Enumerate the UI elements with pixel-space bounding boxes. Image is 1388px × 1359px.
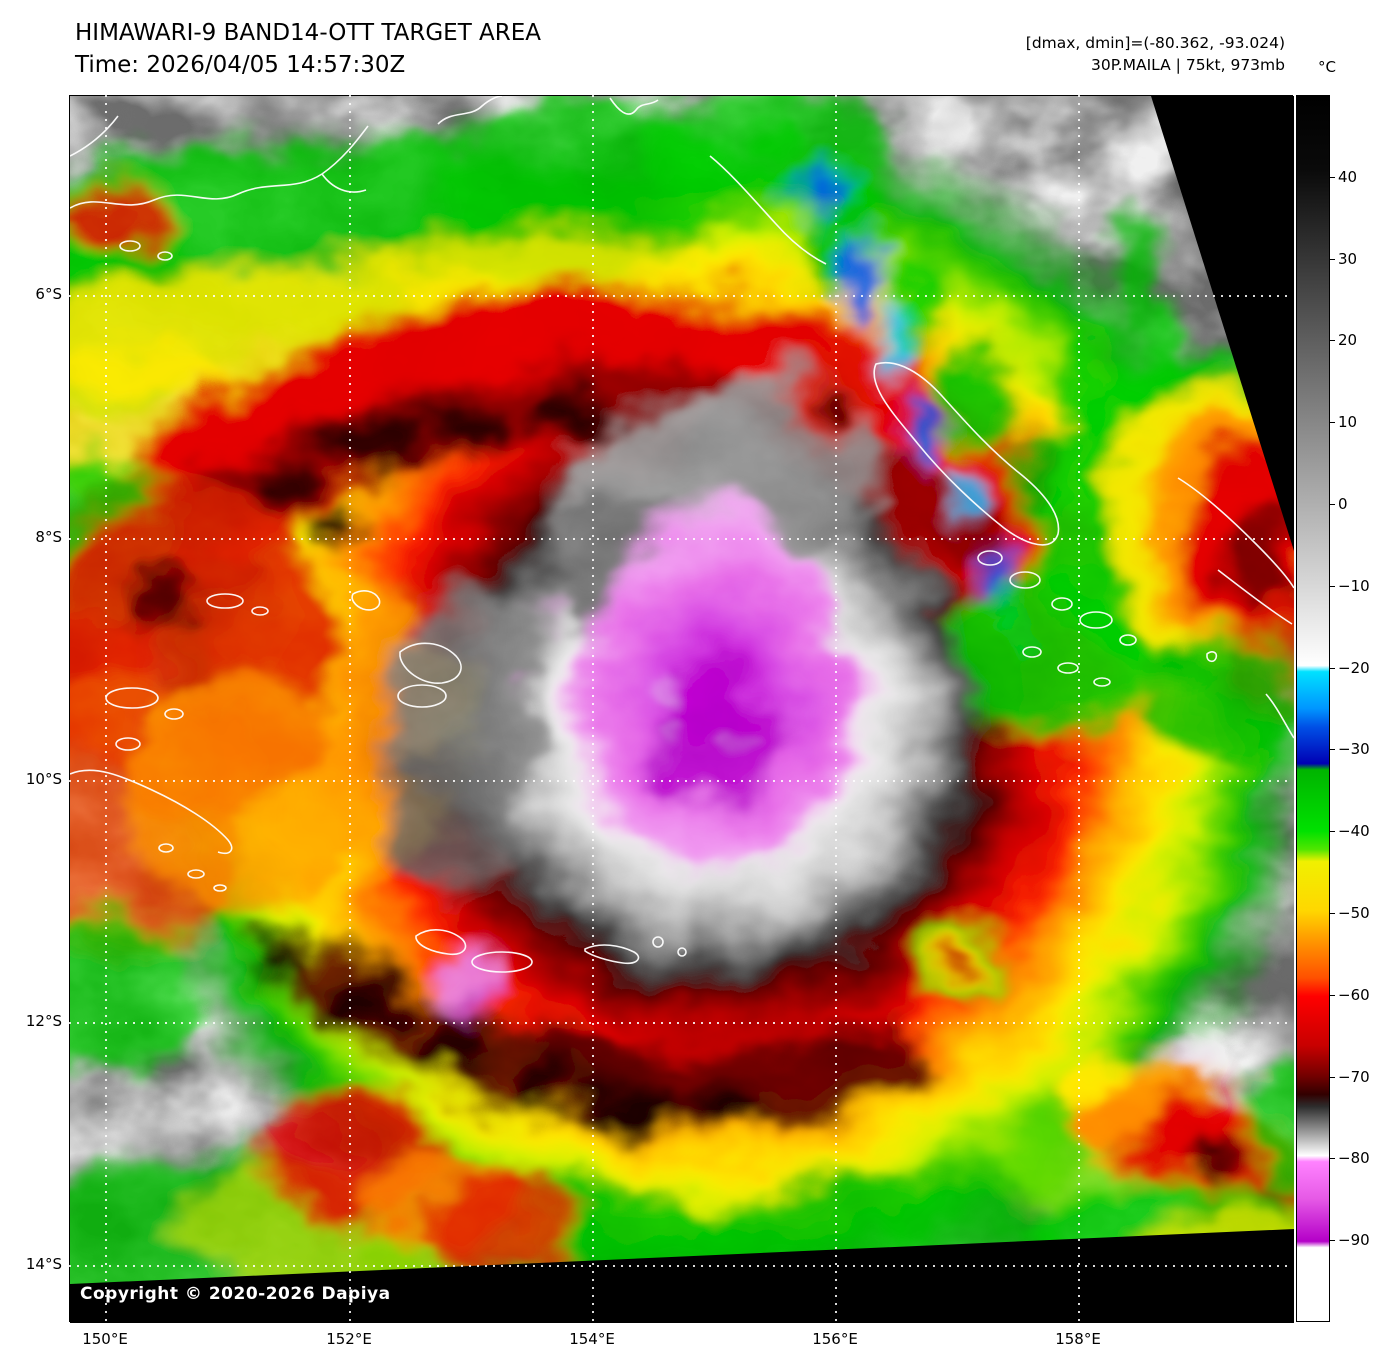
longitude-label: 152°E	[326, 1330, 372, 1348]
latitude-label: 8°S	[35, 528, 62, 546]
colorbar-tick-mark	[1330, 1240, 1335, 1242]
satellite-scene	[70, 96, 1294, 1323]
timestamp: Time: 2026/04/05 14:57:30Z	[75, 52, 406, 78]
colorbar-tick-label: 10	[1338, 413, 1358, 432]
colorbar-tick-mark	[1330, 749, 1335, 751]
colorbar-tick-mark	[1330, 258, 1335, 260]
colorbar-tick-mark	[1330, 667, 1335, 669]
longitude-label: 156°E	[812, 1330, 858, 1348]
longitude-label: 150°E	[82, 1330, 128, 1348]
colorbar-tick-label: 40	[1338, 167, 1358, 186]
longitude-label: 158°E	[1055, 1330, 1101, 1348]
colorbar-tick-mark	[1330, 913, 1335, 914]
colorbar-tick-label: −70	[1338, 1067, 1370, 1086]
colorbar-tick-mark	[1330, 340, 1335, 342]
data-swath	[70, 96, 1294, 1284]
colorbar-tick-mark	[1330, 585, 1335, 587]
page-title: HIMAWARI-9 BAND14-OTT TARGET AREA	[75, 20, 542, 46]
colorbar	[1296, 95, 1330, 1322]
colorbar-tick-label: 0	[1338, 495, 1348, 513]
dmax-dmin-readout: [dmax, dmin]=(-80.362, -93.024)	[1025, 34, 1285, 52]
colorbar-tick-mark	[1330, 504, 1335, 505]
colorbar-tick-mark	[1330, 176, 1335, 178]
colorbar-tick-label: −10	[1338, 576, 1370, 595]
colorbar-tick-label: 20	[1338, 331, 1358, 350]
colorbar-tick-label: −40	[1338, 822, 1370, 841]
coastlines	[70, 96, 1294, 973]
copyright-text: Copyright © 2020-2026 Dapiya	[80, 1284, 391, 1304]
colorbar-tick-mark	[1330, 1158, 1335, 1160]
colorbar-tick-label: −80	[1338, 1149, 1370, 1168]
colorbar-tick-label: −60	[1338, 985, 1370, 1004]
latitude-label: 10°S	[25, 770, 62, 788]
colorbar-tick-label: 30	[1338, 249, 1358, 268]
colorbar-tick-label: −30	[1338, 740, 1370, 759]
longitude-label: 154°E	[569, 1330, 615, 1348]
colorbar-tick-mark	[1330, 1076, 1335, 1078]
colorbar-tick-label: −20	[1338, 658, 1370, 677]
colorbar-tick-mark	[1330, 994, 1335, 996]
header-right: [dmax, dmin]=(-80.362, -93.024) 30P.MAIL…	[1026, 32, 1285, 76]
colorbar-tick-mark	[1330, 422, 1335, 424]
colorbar-tick-label: −50	[1338, 904, 1370, 922]
colorbar-tick-label: −90	[1338, 1231, 1370, 1250]
latitude-label: 6°S	[35, 285, 62, 303]
colorbar-tick-mark	[1330, 831, 1335, 833]
satellite-image	[69, 95, 1294, 1323]
colorbar-unit-label: °C	[1318, 58, 1336, 76]
latitude-label: 14°S	[25, 1255, 62, 1273]
storm-info: 30P.MAILA | 75kt, 973mb	[1091, 56, 1285, 74]
latitude-label: 12°S	[25, 1012, 62, 1030]
